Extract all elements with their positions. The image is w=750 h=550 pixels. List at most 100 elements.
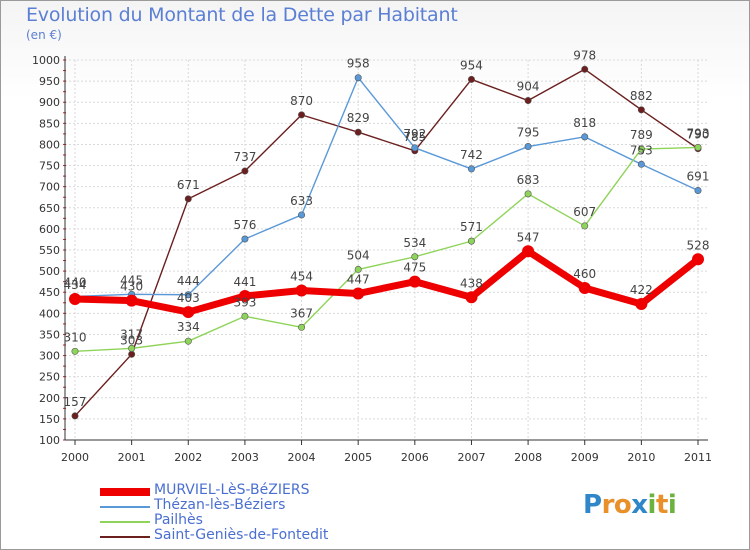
- data-point: [578, 282, 591, 294]
- data-point: [182, 306, 195, 319]
- data-point: [467, 237, 475, 245]
- y-tick-label: 900: [39, 96, 60, 109]
- data-point: [298, 211, 306, 219]
- data-label: 317: [120, 327, 143, 341]
- chart-title: Evolution du Montant de la Dette par Hab…: [26, 4, 458, 26]
- data-point: [411, 253, 419, 261]
- legend-label: Thézan-lès-Béziers: [154, 497, 286, 513]
- y-tick-label: 450: [39, 286, 60, 299]
- data-label: 737: [233, 150, 256, 164]
- x-tick-label: 2007: [457, 451, 485, 464]
- data-label: 547: [517, 230, 540, 244]
- data-label: 475: [403, 261, 426, 275]
- data-label: 958: [347, 57, 370, 71]
- data-point: [298, 323, 306, 331]
- data-label: 904: [517, 80, 540, 94]
- data-label: 440: [64, 275, 87, 289]
- data-label: 790: [687, 128, 710, 142]
- data-point: [298, 111, 306, 119]
- data-point: [524, 190, 532, 198]
- data-point: [467, 75, 475, 83]
- data-label: 691: [687, 169, 710, 183]
- data-label: 571: [460, 220, 483, 234]
- data-point: [467, 165, 475, 173]
- data-point: [71, 412, 79, 420]
- legend-label: Saint-Geniès-de-Fontedit: [154, 527, 329, 543]
- y-tick-label: 350: [39, 328, 60, 341]
- data-label: 829: [347, 111, 370, 125]
- data-label: 795: [517, 126, 540, 140]
- legend-item: MURVIEL-LèS-BéZIERS: [100, 482, 420, 499]
- y-tick-label: 100: [39, 434, 60, 447]
- data-point: [524, 143, 532, 151]
- logo-letter: t: [655, 490, 668, 520]
- series-line: [74, 146, 699, 353]
- y-tick-label: 150: [39, 413, 60, 426]
- data-label: 454: [290, 270, 313, 284]
- data-label: 303: [120, 333, 143, 347]
- x-tick-label: 2000: [61, 451, 89, 464]
- data-label: 742: [460, 148, 483, 162]
- data-point: [184, 291, 192, 299]
- data-label: 683: [517, 173, 540, 187]
- data-label: 441: [233, 275, 256, 289]
- data-label: 528: [687, 238, 710, 252]
- x-tick-label: 2004: [288, 451, 316, 464]
- data-point: [465, 291, 478, 304]
- y-tick-label: 800: [39, 138, 60, 151]
- data-label: 504: [347, 248, 370, 262]
- data-point: [241, 235, 249, 243]
- data-label: 447: [347, 272, 370, 286]
- data-label: 403: [177, 291, 200, 305]
- data-point: [354, 128, 362, 136]
- data-label: 753: [630, 143, 653, 157]
- data-label: 444: [177, 274, 200, 288]
- x-tick-label: 2008: [514, 451, 542, 464]
- x-tick-label: 2001: [118, 451, 146, 464]
- data-label: 534: [403, 236, 426, 250]
- data-point: [69, 292, 81, 305]
- data-label: 818: [573, 116, 596, 130]
- y-tick-label: 400: [39, 307, 60, 320]
- y-tick-label: 1000: [32, 54, 60, 67]
- data-point: [354, 74, 362, 82]
- data-point: [295, 284, 308, 297]
- x-tick-label: 2006: [401, 451, 429, 464]
- x-tick-label: 2003: [231, 451, 259, 464]
- x-tick-label: 2005: [344, 451, 372, 464]
- logo-letter: i: [667, 490, 677, 520]
- y-tick-label: 600: [39, 223, 60, 236]
- data-label: 954: [460, 58, 483, 72]
- data-point: [125, 294, 138, 307]
- y-tick-label: 950: [39, 75, 60, 88]
- data-point: [184, 195, 192, 203]
- data-label: 334: [177, 320, 200, 334]
- data-point: [692, 253, 704, 266]
- data-point: [581, 65, 589, 73]
- data-point: [581, 222, 589, 230]
- y-tick-label: 200: [39, 392, 60, 405]
- data-label: 393: [233, 295, 256, 309]
- y-tick-label: 850: [39, 117, 60, 130]
- y-tick-label: 650: [39, 202, 60, 215]
- logo-letter: i: [647, 490, 657, 520]
- legend-swatch: [100, 535, 150, 538]
- y-tick-label: 550: [39, 244, 60, 257]
- data-label: 792: [403, 127, 426, 141]
- data-label: 310: [64, 330, 87, 344]
- data-point: [694, 186, 702, 194]
- x-tick-label: 2009: [571, 451, 599, 464]
- legend-item: Thézan-lès-Béziers: [100, 497, 420, 514]
- chart-unit: (en €): [26, 28, 62, 42]
- series-line: [74, 68, 699, 417]
- legend-swatch: [100, 520, 150, 523]
- data-point: [411, 144, 419, 152]
- data-point: [637, 106, 645, 114]
- legend-label: MURVIEL-LèS-BéZIERS: [154, 482, 310, 498]
- data-point: [352, 287, 365, 300]
- legend-swatch: [100, 505, 150, 508]
- series-line: [71, 247, 702, 316]
- data-label: 633: [290, 194, 313, 208]
- data-point: [71, 347, 79, 355]
